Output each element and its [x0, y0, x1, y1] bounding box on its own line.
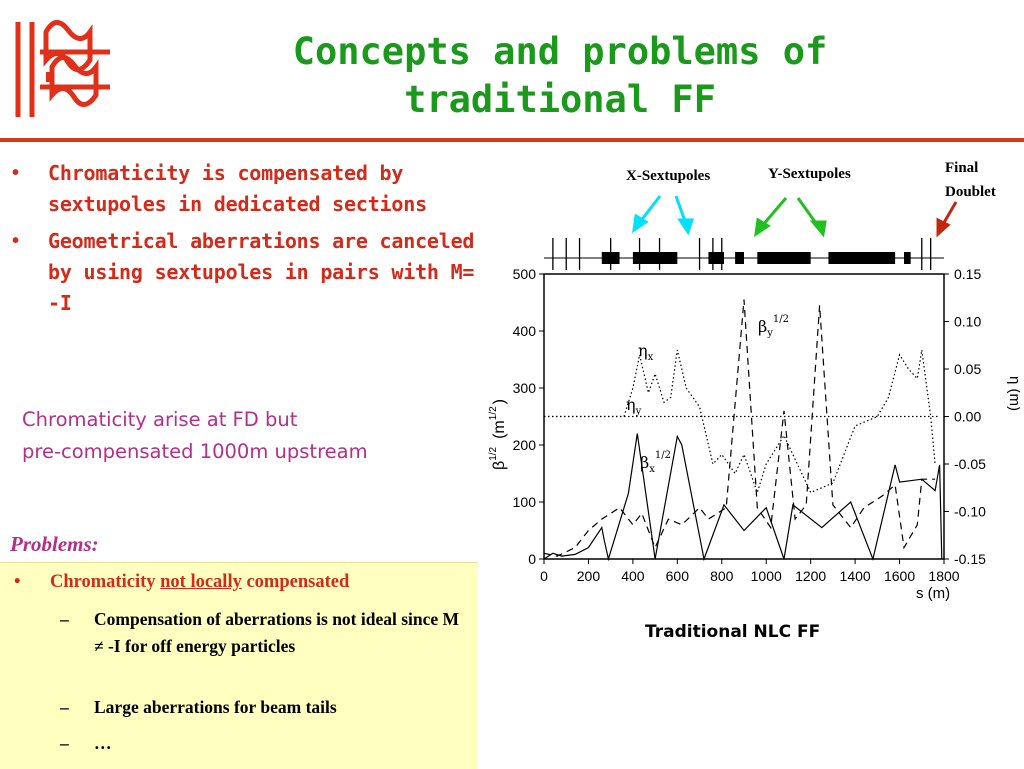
magnet-block: [601, 252, 620, 264]
y-right-tick-label: 0.05: [954, 361, 981, 377]
note-line-1: Chromaticity arise at FD but: [22, 408, 298, 431]
y-left-beta-exp: 1/2: [488, 446, 499, 460]
title-line-2: traditional FF: [404, 78, 716, 121]
x-tick-label: 800: [710, 568, 734, 584]
problem-sub-item: – Large aberrations for beam tails: [60, 694, 470, 721]
y-left-tick-label: 400: [513, 323, 537, 339]
magnet-block: [708, 252, 724, 264]
y-left-unit-exp: 1/2: [488, 406, 499, 420]
y-left-unit: (m: [491, 420, 508, 439]
problem-sub-item: –…: [60, 730, 470, 757]
magnet-lattice: [544, 238, 944, 270]
y-left-tick-label: 200: [513, 437, 537, 453]
x-axis-label: s (m): [916, 585, 950, 602]
title-line-1: Concepts and problems of: [292, 30, 828, 73]
problem-main-text-pre: Chromaticity: [50, 572, 161, 592]
y-left-tick-label: 300: [513, 380, 537, 396]
eta-x-label: ηx: [638, 341, 654, 363]
magnet-block: [735, 252, 744, 264]
problem-main-underlined: not locally: [160, 572, 242, 592]
final-doublet-label-1: Final: [945, 160, 978, 176]
dash-icon: –: [60, 609, 69, 629]
series-line: [543, 433, 943, 562]
y-left-tick-label: 0: [528, 551, 536, 567]
bullet-dot-icon: •: [12, 162, 19, 184]
problem-sub-item: – Compensation of aberrations is not idea…: [60, 606, 470, 660]
y-left-axis-label: β1/2(m1/2): [488, 399, 508, 470]
problems-heading: Problems:: [10, 532, 99, 556]
y-right-tick-label: 0.00: [954, 409, 981, 425]
x-tick-label: 1800: [928, 568, 959, 584]
y-right-axis-label: η (m): [1006, 376, 1020, 411]
magnet-block: [904, 252, 911, 264]
series-line: [544, 349, 936, 495]
x-tick-label: 0: [540, 568, 548, 584]
x-tick-label: 600: [666, 568, 690, 584]
series-layer: [543, 299, 943, 562]
magnet-block: [757, 252, 811, 264]
x-tick-label: 400: [621, 568, 645, 584]
bullet-item: • Geometrical aberrations are canceled by…: [12, 226, 482, 319]
y-left-tick-label: 500: [513, 266, 537, 282]
title-divider: [0, 138, 1024, 142]
y-sextupole-arrows: [754, 197, 827, 238]
y-left-ticks: 500 400 300 200 100 0: [513, 266, 544, 567]
problem-main-item: • Chromaticity not locally compensated: [14, 572, 474, 593]
x-sextupoles-label: X-Sextupoles: [626, 168, 710, 184]
svg-text:β1/2(m1/2): β1/2(m1/2): [488, 399, 508, 470]
y-left-unit-close: ): [491, 399, 508, 404]
page-title: Concepts and problems of traditional FF: [190, 28, 930, 124]
beta-x-label: βx1/2: [640, 450, 671, 475]
bullet-item: • Chromaticity is compensated by sextupol…: [12, 158, 482, 220]
dash-icon: –: [60, 733, 69, 753]
lab-logo-icon: [15, 20, 110, 117]
eta-y-label: ηy: [626, 395, 642, 417]
bullet-text: Geometrical aberrations are canceled by …: [48, 229, 475, 315]
y-right-tick-label: -0.05: [954, 456, 986, 472]
y-right-tick-label: 0.15: [954, 266, 981, 282]
problem-sub-text: Large aberrations for beam tails: [94, 697, 337, 717]
problem-sub-text: Compensation of aberrations is not ideal…: [94, 609, 460, 656]
x-tick-label: 1600: [884, 568, 915, 584]
y-right-tick-label: -0.10: [954, 504, 986, 520]
final-doublet-label-2: Doublet: [945, 184, 996, 200]
chart-caption: Traditional NLC FF: [645, 622, 821, 642]
bullet-list: • Chromaticity is compensated by sextupol…: [12, 158, 482, 325]
final-doublet-arrow: [936, 201, 958, 238]
bullet-dot-icon: •: [12, 230, 19, 252]
problem-sub-text: …: [94, 733, 112, 753]
y-right-tick-label: -0.15: [954, 551, 986, 567]
beta-y-label: βy1/2: [758, 314, 789, 339]
y-right-ticks: 0.15 0.10 0.05 0.00 -0.05 -0.10 -0.15: [944, 266, 986, 567]
x-ticks: 0 200 400 600 800 1000 1200 1400 1600 1800: [540, 559, 960, 584]
magnet-block: [632, 252, 678, 264]
problems-box: [0, 562, 478, 769]
note-line-2: pre-compensated 1000m upstream: [22, 440, 368, 463]
dash-icon: –: [60, 697, 69, 717]
y-right-tick-label: 0.10: [954, 314, 981, 330]
x-tick-label: 1000: [751, 568, 782, 584]
x-tick-label: 200: [577, 568, 601, 584]
y-left-tick-label: 100: [513, 494, 537, 510]
series-line: [543, 299, 936, 557]
y-sextupoles-label: Y-Sextupoles: [768, 166, 851, 182]
x-tick-label: 1200: [795, 568, 826, 584]
magnet-block: [828, 252, 896, 264]
bullet-text: Chromaticity is compensated by sextupole…: [48, 161, 427, 216]
optics-chart: X-Sextupoles Y-Sextupoles Final Doublet …: [488, 160, 1020, 602]
y-left-beta: β: [491, 461, 508, 470]
chromaticity-note: Chromaticity arise at FD but pre-compens…: [22, 404, 462, 468]
x-sextupole-arrows: [632, 195, 695, 236]
x-tick-label: 1400: [840, 568, 871, 584]
problem-main-text-post: compensated: [241, 572, 350, 592]
bullet-dot-icon: •: [14, 572, 21, 592]
